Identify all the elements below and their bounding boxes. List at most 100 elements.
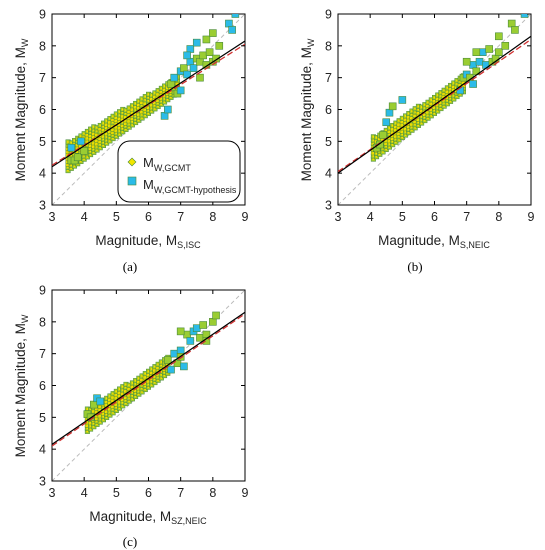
data-point <box>167 80 175 88</box>
data-point <box>186 337 195 345</box>
fit-line <box>52 40 245 168</box>
x-tick-label: 8 <box>495 210 502 224</box>
legend-diamond-marker <box>127 157 137 167</box>
y-tick-label: 8 <box>39 39 46 53</box>
data-point <box>90 400 98 409</box>
data-point <box>231 14 240 18</box>
data-point <box>176 346 185 355</box>
x-tick-label: 6 <box>145 210 152 224</box>
x-tick-label: 8 <box>209 486 216 500</box>
data-point <box>180 362 188 371</box>
y-axis-label-c-sub: W <box>20 314 30 323</box>
panel-a: 3 4 5 6 7 8 9 3 4 5 6 7 8 9 Magnitude, MS,ISC Moment … <box>13 8 249 275</box>
y-tick-label: 5 <box>39 135 46 149</box>
y-tick-label: 9 <box>39 8 46 22</box>
data-point <box>164 356 172 364</box>
data-point <box>469 80 477 88</box>
data-point <box>80 147 88 155</box>
x-tick-label: 3 <box>335 210 342 224</box>
x-tick-label: 5 <box>113 210 120 224</box>
legend-entry-hypothesis: MW,GCMT-hypothesis <box>143 177 237 195</box>
data-point <box>462 57 471 66</box>
y-tick-label: 7 <box>325 71 332 85</box>
data-point <box>520 14 529 18</box>
data-point <box>164 105 172 114</box>
x-tick-label: 6 <box>145 486 152 500</box>
x-axis-label-a-sub: S,ISC <box>177 240 201 250</box>
x-tick-label: 3 <box>49 210 56 224</box>
y-tick-label: 4 <box>39 167 46 181</box>
data-point <box>199 51 207 60</box>
x-tick-label: 3 <box>49 486 56 500</box>
x-tick-label: 7 <box>463 210 470 224</box>
x-tick-label: 9 <box>242 210 249 224</box>
y-tick-label: 7 <box>39 347 46 361</box>
x-tick-label: 7 <box>177 486 184 500</box>
fit-line <box>338 35 531 174</box>
data-point <box>199 321 207 329</box>
y-tick-label: 8 <box>39 315 46 329</box>
data-point <box>495 32 503 41</box>
legend-entry-hypothesis-main: M <box>143 177 154 192</box>
legend-entry-gcmt-main: M <box>143 155 154 170</box>
ticks-c: 3 4 5 6 7 8 9 3 4 5 6 7 8 9 <box>39 284 248 501</box>
data-point <box>192 38 201 47</box>
x-axis-label-b-main: Magnitude, M <box>378 233 460 248</box>
y-tick-label: 6 <box>39 103 46 117</box>
x-tick-label: 9 <box>242 486 249 500</box>
data-point <box>183 70 191 79</box>
data-point <box>196 57 204 66</box>
y-tick-label: 9 <box>325 8 332 22</box>
data-point <box>180 64 188 72</box>
data-point <box>170 349 179 358</box>
data-point <box>67 143 76 152</box>
x-tick-label: 5 <box>399 210 406 224</box>
reference-line <box>52 313 245 447</box>
data-point <box>398 96 407 104</box>
data-point <box>209 29 217 37</box>
data-point <box>202 35 211 44</box>
y-axis-label-c: Moment Magnitude, MW <box>13 314 30 457</box>
y-axis-label-a-sub: W <box>20 38 30 47</box>
y-axis-label-c-main: Moment Magnitude, M <box>13 323 28 457</box>
x-axis-label-c-main: Magnitude, M <box>89 509 171 524</box>
panel-label-c: (c) <box>123 534 137 549</box>
data-point <box>482 61 490 69</box>
data-point <box>475 57 484 66</box>
data-point <box>170 73 179 82</box>
data-point <box>385 108 394 117</box>
data-point <box>209 318 217 326</box>
y-tick-label: 7 <box>39 71 46 85</box>
legend-entry-gcmt: MW,GCMT <box>143 155 191 173</box>
y-axis-label-a-main: Moment Magnitude, M <box>13 47 28 181</box>
y-tick-label: 8 <box>325 39 332 53</box>
x-tick-label: 5 <box>113 486 120 500</box>
legend-box <box>117 140 241 203</box>
x-axis-label-c: Magnitude, MSZ,NEIC <box>89 509 207 526</box>
data-point <box>376 140 384 149</box>
ticks-a: 3 4 5 6 7 8 9 3 4 5 6 7 8 9 <box>39 8 248 225</box>
x-axis-label-b-sub: S,NEIC <box>460 240 491 250</box>
x-tick-label: 6 <box>431 210 438 224</box>
y-tick-label: 4 <box>325 167 332 181</box>
data-point <box>77 137 85 146</box>
data-point <box>382 118 391 127</box>
data-point <box>495 48 503 57</box>
data-point <box>215 42 224 50</box>
data-point <box>96 397 105 406</box>
data-point <box>192 324 201 333</box>
x-tick-label: 8 <box>209 210 216 224</box>
marks-b <box>338 14 531 205</box>
data-point <box>196 333 204 342</box>
panel-label-a: (a) <box>123 259 137 274</box>
x-axis-label-a: Magnitude, MS,ISC <box>95 233 201 250</box>
data-point <box>485 45 493 53</box>
y-tick-label: 5 <box>325 135 332 149</box>
data-point <box>186 57 195 66</box>
reference-line <box>52 43 245 166</box>
plot-content-a <box>52 14 245 205</box>
fit-line <box>52 311 245 445</box>
data-point <box>478 48 487 57</box>
y-axis-label-b: Moment Magnitude, MW <box>299 38 316 181</box>
